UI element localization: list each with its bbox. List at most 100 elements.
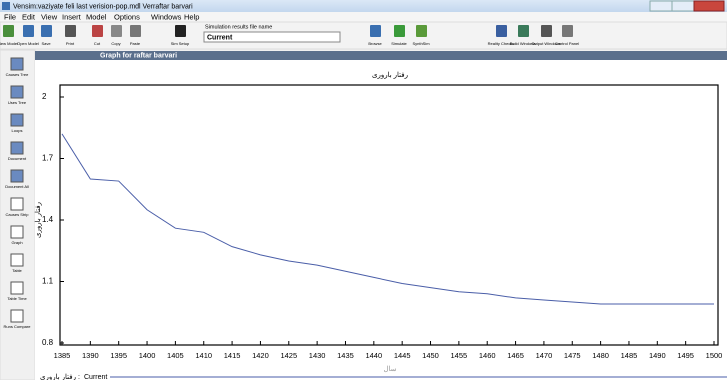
menu-item[interactable]: Edit [22, 12, 36, 21]
toolbar-icon [3, 25, 14, 37]
toolbar-button[interactable]: Paste [130, 25, 141, 46]
toolbar-label: Control Panel [555, 41, 579, 46]
x-tick-label: 1490 [649, 351, 666, 360]
minimize-button[interactable] [649, 0, 673, 12]
toolbar-label: Simulate [391, 41, 407, 46]
toolbar-label: Build Windows [510, 41, 536, 46]
toolbar-button[interactable]: Control Panel [555, 25, 579, 46]
toolbar-icon [65, 25, 76, 37]
close-button[interactable] [693, 0, 725, 12]
maximize-button[interactable] [671, 0, 695, 12]
graph-window-bar [35, 51, 727, 60]
x-tick-label: 1440 [365, 351, 382, 360]
tool-label: Table Time [7, 296, 27, 301]
tool-button[interactable]: Graph [10, 225, 24, 245]
toolbar-button[interactable]: Cut [92, 25, 103, 46]
toolbar-label: Output Windows [531, 41, 560, 46]
x-tick-label: 1485 [621, 351, 638, 360]
toolbar-icon [370, 25, 381, 37]
x-tick-label: 1420 [252, 351, 269, 360]
toolbar-label: Open Model [17, 41, 39, 46]
tool-label: Table [12, 268, 22, 273]
toolbar-label: Browse [368, 41, 382, 46]
plot-frame [59, 84, 719, 346]
toolbar-icon [416, 25, 427, 37]
toolbar-button[interactable]: SynthSim [412, 25, 430, 46]
toolbar-button[interactable]: Copy [111, 25, 122, 46]
toolbar [0, 21, 727, 50]
tool-icon [10, 85, 24, 99]
x-tick-label: 1430 [309, 351, 326, 360]
toolbar-button[interactable]: Print [65, 25, 76, 46]
legend-variable: رفتار باروری [40, 373, 76, 380]
x-tick-label: 1480 [592, 351, 609, 360]
tool-button[interactable]: Table Time [7, 281, 27, 301]
x-tick-label: 1465 [507, 351, 524, 360]
tool-button[interactable]: Table [10, 253, 24, 273]
toolbar-icon [394, 25, 405, 37]
toolbar-label: Reality Checks [488, 41, 515, 46]
sim-file-input[interactable] [203, 31, 341, 43]
tool-icon [10, 225, 24, 239]
x-tick-label: 1405 [167, 351, 184, 360]
tool-button[interactable]: Document [8, 141, 27, 161]
toolbar-button[interactable]: Build Windows [510, 25, 536, 46]
menu-item[interactable]: Options [114, 12, 140, 21]
x-tick-label: 1425 [280, 351, 297, 360]
sim-file-value: Current [207, 34, 233, 41]
tool-icon [10, 253, 24, 267]
sim-file-label: Simulation results file name [205, 24, 272, 30]
tool-button[interactable]: Document All [5, 169, 29, 189]
x-tick-label: 1500 [706, 351, 723, 360]
x-tick-label: 1450 [422, 351, 439, 360]
tool-label: Causes Strip [6, 212, 30, 217]
menu-item[interactable]: View [41, 12, 58, 21]
tool-button[interactable]: Causes Tree [6, 57, 29, 77]
app-icon [2, 2, 10, 10]
y-tick-label: 1.7 [42, 154, 54, 163]
toolbar-icon [41, 25, 52, 37]
toolbar-label: Cut [94, 41, 101, 46]
menu-item[interactable]: Insert [62, 12, 82, 21]
menu-item[interactable]: Model [86, 12, 107, 21]
toolbar-label: Paste [130, 41, 141, 46]
toolbar-button[interactable]: Browse [368, 25, 382, 46]
x-tick-label: 1410 [195, 351, 212, 360]
toolbar-button[interactable]: Save [41, 25, 52, 46]
toolbar-button[interactable]: Sim Setup [171, 25, 190, 46]
x-tick-label: 1400 [139, 351, 156, 360]
tool-button[interactable]: Uses Tree [8, 85, 27, 105]
toolbar-button[interactable]: Open Model [17, 25, 39, 46]
chart-title: رفتار باروری [372, 71, 408, 79]
tool-label: Uses Tree [8, 100, 27, 105]
title-bar [0, 0, 727, 12]
menu-item[interactable]: Windows [151, 12, 182, 21]
y-tick-label: 1.1 [42, 277, 54, 286]
y-axis-label: رفتار باروری [34, 202, 42, 238]
x-tick-label: 1445 [394, 351, 411, 360]
tool-icon [10, 281, 24, 295]
toolbar-button[interactable]: Reality Checks [488, 25, 515, 46]
x-tick-label: 1385 [54, 351, 71, 360]
toolbar-button[interactable]: Output Windows [531, 25, 561, 46]
menu-item[interactable]: File [4, 12, 16, 21]
tool-button[interactable]: Runs Compare [4, 309, 32, 329]
toolbar-icon [175, 25, 186, 37]
x-tick-label: 1415 [224, 351, 241, 360]
tool-icon [10, 169, 24, 183]
tool-icon [10, 113, 24, 127]
y-tick-label: 1.4 [42, 215, 54, 224]
toolbar-button[interactable]: New Model [0, 25, 18, 46]
menu-item[interactable]: Help [184, 12, 199, 21]
x-axis-label: سال [383, 365, 396, 373]
toolbar-icon [541, 25, 552, 37]
toolbar-button[interactable]: Simulate [391, 25, 408, 46]
tool-button[interactable]: Loops [10, 113, 24, 133]
tool-label: Document [8, 156, 27, 161]
tool-button[interactable]: Causes Strip [6, 197, 30, 217]
toolbar-label: New Model [0, 41, 18, 46]
toolbar-label: Copy [111, 41, 120, 46]
graph-window-title: Graph for raftar barvari [100, 52, 177, 59]
toolbar-label: SynthSim [412, 41, 430, 46]
